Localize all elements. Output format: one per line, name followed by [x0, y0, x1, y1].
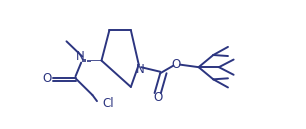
Text: O: O	[171, 58, 181, 71]
Text: O: O	[43, 72, 52, 85]
Text: Cl: Cl	[103, 97, 114, 110]
Text: N: N	[76, 50, 85, 63]
Text: O: O	[153, 91, 162, 104]
Text: N: N	[136, 63, 144, 76]
